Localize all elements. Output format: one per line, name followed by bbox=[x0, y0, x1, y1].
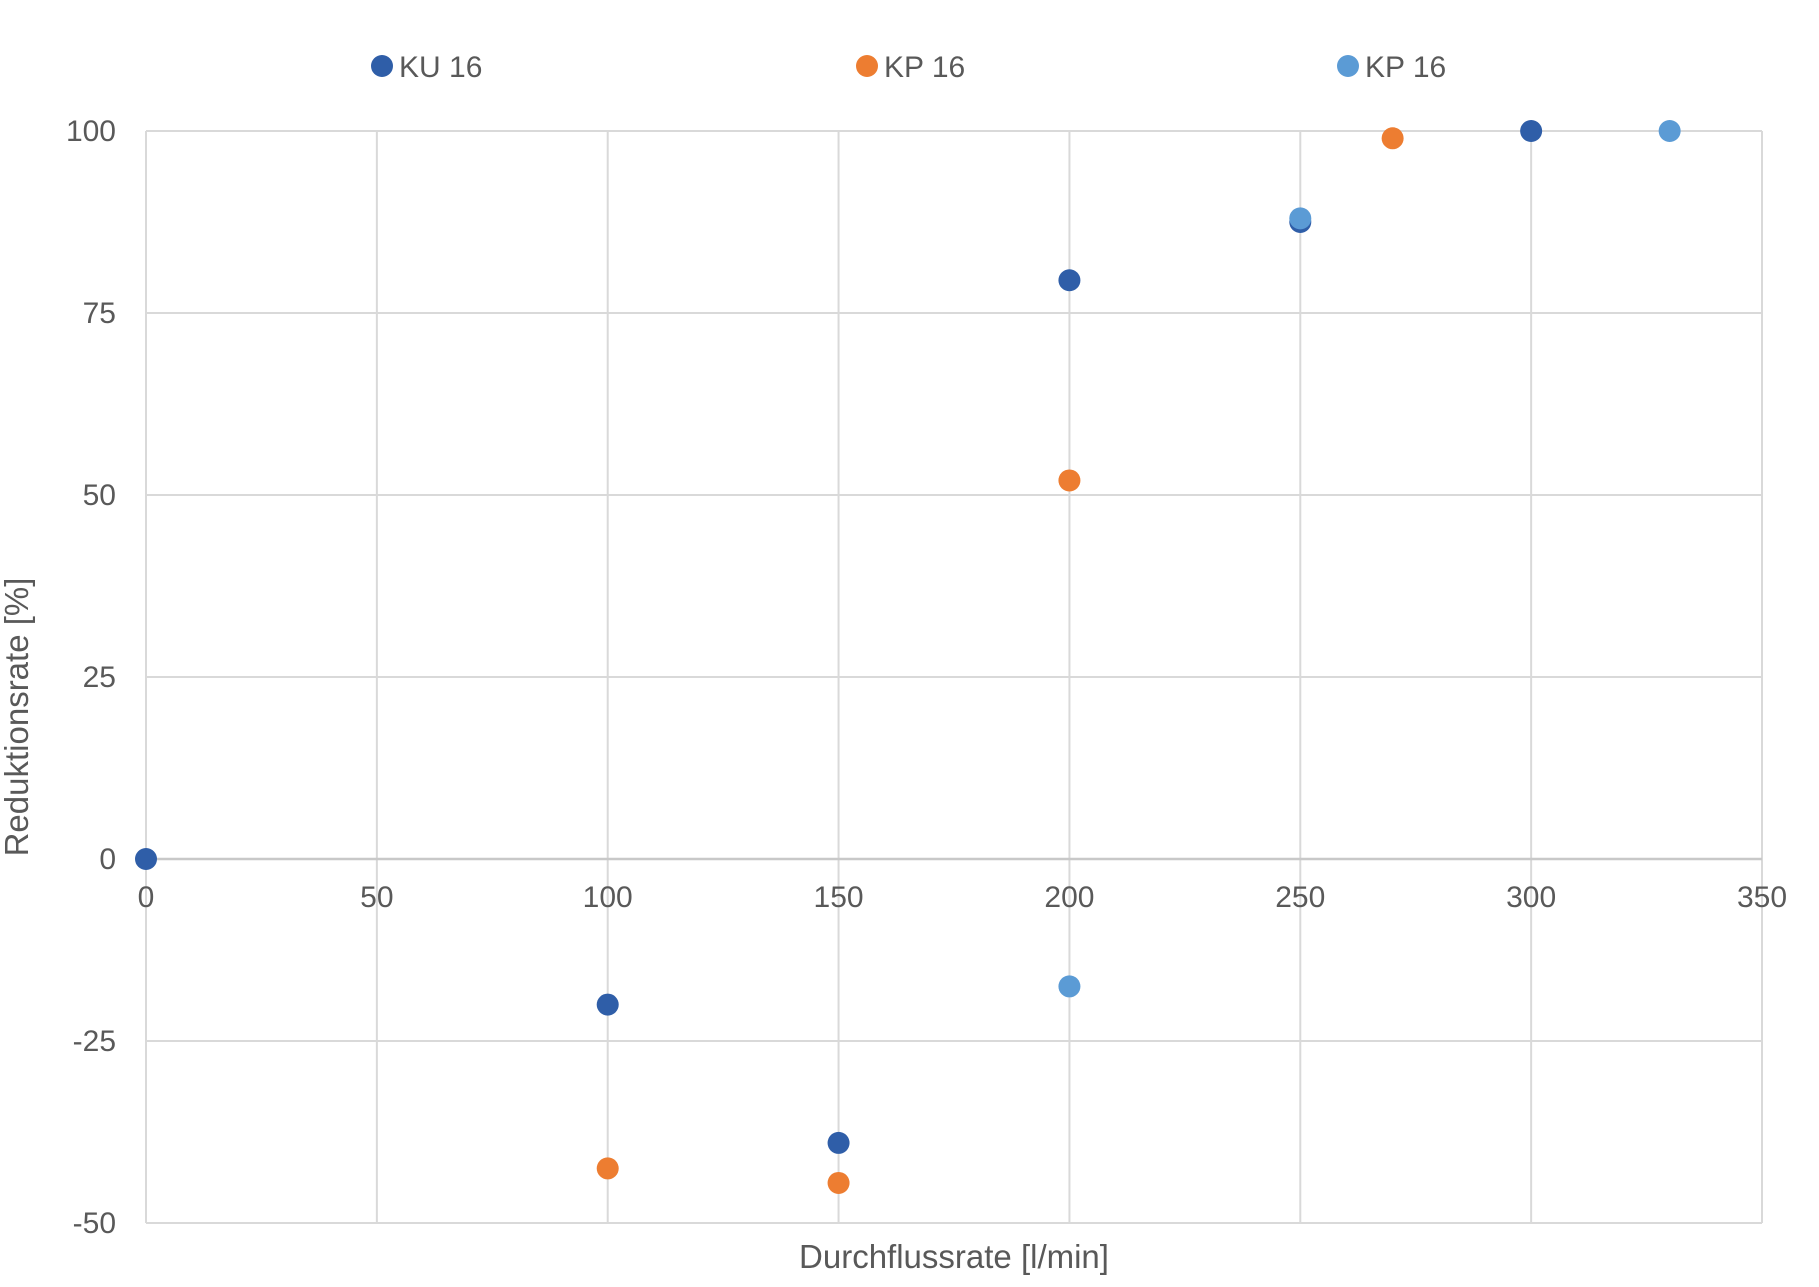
y-tick-label: 25 bbox=[83, 661, 116, 694]
x-tick-label: 0 bbox=[138, 881, 155, 914]
legend-marker-series-3 bbox=[1337, 55, 1359, 77]
data-point-series-3 bbox=[1289, 207, 1312, 230]
x-tick-label: 300 bbox=[1506, 881, 1556, 914]
y-axis-title: Reduktionsrate [%] bbox=[0, 578, 35, 857]
data-point-series-3 bbox=[1658, 120, 1681, 142]
y-tick-label: -25 bbox=[73, 1025, 116, 1058]
y-tick-label: 0 bbox=[99, 843, 116, 876]
x-tick-label: 200 bbox=[1044, 881, 1094, 914]
data-point-series-1 bbox=[1058, 269, 1081, 292]
y-tick-label: 50 bbox=[83, 479, 116, 512]
x-tick-label: 150 bbox=[814, 881, 864, 914]
data-point-series-1 bbox=[596, 993, 619, 1016]
data-point-series-1 bbox=[827, 1131, 850, 1154]
data-point-series-1 bbox=[1520, 120, 1543, 142]
legend-marker-series-2 bbox=[856, 55, 878, 77]
data-point-series-2 bbox=[1381, 127, 1404, 150]
y-tick-label: -50 bbox=[73, 1207, 116, 1240]
x-tick-label: 250 bbox=[1275, 881, 1325, 914]
legend-marker-series-1 bbox=[371, 55, 393, 77]
data-point-series-2 bbox=[596, 1157, 619, 1180]
legend-label-series-1: KU 16 bbox=[399, 51, 482, 84]
x-tick-label: 50 bbox=[360, 881, 393, 914]
legend: KU 16 KP 16 KP 16 bbox=[371, 51, 1446, 84]
x-tick-label: 100 bbox=[583, 881, 633, 914]
x-axis-title: Durchflussrate [l/min] bbox=[799, 1238, 1109, 1275]
data-point-series-3 bbox=[1058, 975, 1081, 998]
y-tick-label: 75 bbox=[83, 297, 116, 330]
data-point-series-2 bbox=[1058, 469, 1081, 492]
data-point-series-1 bbox=[135, 848, 157, 870]
legend-label-series-3: KP 16 bbox=[1365, 51, 1446, 84]
data-point-series-2 bbox=[827, 1171, 850, 1194]
legend-label-series-2: KP 16 bbox=[884, 51, 965, 84]
grid bbox=[145, 130, 1763, 1224]
axes: 0 50 100 150 200 250 300 350 -50 -25 0 25 50 75 100 bbox=[66, 115, 1787, 1240]
x-tick-label: 350 bbox=[1737, 881, 1787, 914]
data-points bbox=[135, 120, 1681, 1194]
y-tick-label: 100 bbox=[66, 115, 116, 148]
